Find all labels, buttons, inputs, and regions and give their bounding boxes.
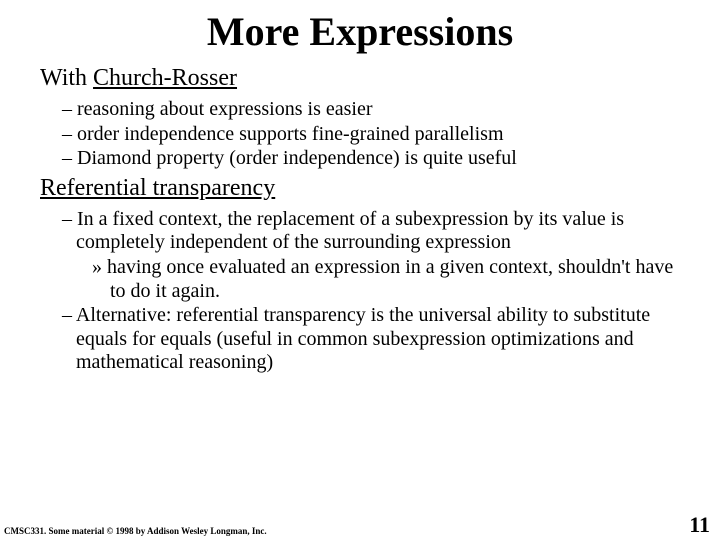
section-heading-2: Referential transparency <box>40 175 680 202</box>
section-1-prefix: With <box>40 65 93 91</box>
slide-body: With Church-Rosser – reasoning about exp… <box>0 65 720 375</box>
bullet-level2: » having once evaluated an expression in… <box>40 256 680 303</box>
section-1-heading: Church-Rosser <box>93 65 237 91</box>
footer-attribution: CMSC331. Some material © 1998 by Addison… <box>4 526 267 536</box>
bullet-level1: – In a fixed context, the replacement of… <box>40 208 680 255</box>
section-heading-1: With Church-Rosser <box>40 65 680 92</box>
bullet-level1: – reasoning about expressions is easier <box>40 98 680 122</box>
section-2-heading: Referential transparency <box>40 175 275 201</box>
bullet-level1: – order independence supports fine-grain… <box>40 123 680 147</box>
slide-title: More Expressions <box>0 0 720 61</box>
bullet-level1: – Alternative: referential transparency … <box>40 304 680 375</box>
page-number: 11 <box>689 512 710 538</box>
bullet-level1: – Diamond property (order independence) … <box>40 147 680 171</box>
slide: More Expressions With Church-Rosser – re… <box>0 0 720 540</box>
